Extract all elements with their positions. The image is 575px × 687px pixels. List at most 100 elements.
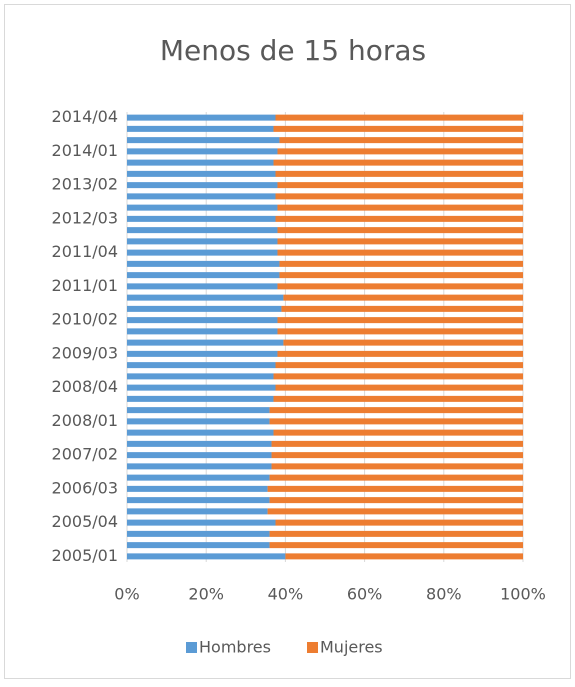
bar-segment bbox=[271, 452, 523, 459]
bar-segment bbox=[275, 114, 523, 121]
y-tick-label: 2005/04 bbox=[52, 512, 118, 531]
bar-segment bbox=[273, 395, 523, 402]
bar-segment bbox=[127, 294, 284, 301]
y-tick-label: 2011/04 bbox=[52, 242, 118, 261]
bar-segment bbox=[127, 328, 278, 335]
bar-segment bbox=[127, 204, 278, 211]
bar-segment bbox=[275, 519, 523, 526]
x-tick-label: 60% bbox=[347, 585, 383, 604]
bar-segment bbox=[127, 508, 268, 515]
bar-segment bbox=[273, 373, 523, 380]
bar-segment bbox=[275, 362, 523, 369]
bar-segment bbox=[269, 407, 523, 414]
bar-segment bbox=[127, 215, 276, 222]
bar-segment bbox=[127, 148, 278, 155]
bar-segment bbox=[127, 125, 274, 132]
y-tick-label: 2009/03 bbox=[52, 343, 118, 362]
bar-segment bbox=[127, 193, 276, 200]
x-tick-label: 0% bbox=[114, 585, 139, 604]
bar-segment bbox=[127, 485, 268, 492]
bar-segment bbox=[127, 418, 270, 425]
bar-segment bbox=[275, 193, 523, 200]
legend-swatch bbox=[307, 642, 318, 653]
bar-segment bbox=[127, 249, 278, 256]
bar-segment bbox=[127, 542, 270, 549]
bar-segment bbox=[267, 508, 523, 515]
bar-segment bbox=[127, 350, 278, 357]
x-tick-label: 80% bbox=[426, 585, 462, 604]
bar-segment bbox=[127, 238, 278, 245]
bar-segment bbox=[127, 373, 274, 380]
y-tick-label: 2005/01 bbox=[52, 546, 118, 565]
x-tick-label: 40% bbox=[268, 585, 304, 604]
y-tick-label: 2010/02 bbox=[52, 310, 118, 329]
bar-segment bbox=[269, 418, 523, 425]
bar-segment bbox=[127, 170, 276, 177]
y-tick-label: 2014/01 bbox=[52, 141, 118, 160]
bar-segment bbox=[283, 339, 523, 346]
bar-segment bbox=[127, 362, 276, 369]
bar-segment bbox=[127, 463, 272, 470]
bar-segment bbox=[277, 148, 523, 155]
y-tick-label: 2013/02 bbox=[52, 175, 118, 194]
bar-segment bbox=[277, 328, 523, 335]
bar-segment bbox=[127, 395, 274, 402]
bar-segment bbox=[127, 530, 270, 537]
bar-segment bbox=[267, 485, 523, 492]
bar-segment bbox=[127, 339, 284, 346]
y-tick-label: 2006/03 bbox=[52, 478, 118, 497]
bar-segment bbox=[285, 553, 523, 560]
bar-segment bbox=[127, 553, 286, 560]
bar-segment bbox=[269, 474, 523, 481]
bar-segment bbox=[127, 137, 280, 144]
y-tick-label: 2011/01 bbox=[52, 276, 118, 295]
legend-label: Hombres bbox=[199, 638, 271, 657]
x-tick-label: 100% bbox=[500, 585, 546, 604]
bar-segment bbox=[277, 283, 523, 290]
y-tick-label: 2014/04 bbox=[52, 107, 118, 126]
y-tick-label: 2008/04 bbox=[52, 377, 118, 396]
bar-segment bbox=[271, 440, 523, 447]
bar-segment bbox=[279, 137, 523, 144]
y-tick-label: 2012/03 bbox=[52, 208, 118, 227]
bar-segment bbox=[269, 542, 523, 549]
bar-segment bbox=[269, 497, 523, 504]
bar-segment bbox=[273, 429, 523, 436]
bar-segment bbox=[271, 463, 523, 470]
chart-title: Menos de 15 horas bbox=[160, 34, 426, 67]
bar-segment bbox=[277, 249, 523, 256]
bar-segment bbox=[275, 215, 523, 222]
bar-segment bbox=[269, 530, 523, 537]
bar-segment bbox=[277, 317, 523, 324]
bar-segment bbox=[127, 182, 278, 189]
bar-segment bbox=[127, 159, 274, 166]
bar-segment bbox=[277, 238, 523, 245]
legend-label: Mujeres bbox=[320, 638, 383, 657]
bar-segment bbox=[275, 384, 523, 391]
bar-segment bbox=[273, 125, 523, 132]
bar-segment bbox=[275, 170, 523, 177]
bar-segment bbox=[277, 182, 523, 189]
bar-segment bbox=[127, 305, 282, 312]
bar-segment bbox=[127, 519, 276, 526]
bar-segment bbox=[277, 227, 523, 234]
bar-segment bbox=[127, 227, 278, 234]
bar-segment bbox=[127, 384, 276, 391]
bar-segment bbox=[279, 260, 523, 267]
bar-segment bbox=[273, 159, 523, 166]
y-tick-label: 2008/01 bbox=[52, 411, 118, 430]
bar-segment bbox=[127, 429, 274, 436]
bar-segment bbox=[281, 305, 523, 312]
bar-segment bbox=[127, 440, 272, 447]
bar-segment bbox=[279, 272, 523, 279]
x-tick-label: 20% bbox=[188, 585, 224, 604]
bar-segment bbox=[127, 497, 270, 504]
bar-segment bbox=[127, 114, 276, 121]
bar-segment bbox=[127, 283, 278, 290]
bar-segment bbox=[127, 474, 270, 481]
bar-segment bbox=[277, 350, 523, 357]
bar-segment bbox=[277, 204, 523, 211]
bar-segment bbox=[127, 317, 278, 324]
bar-segment bbox=[127, 407, 270, 414]
